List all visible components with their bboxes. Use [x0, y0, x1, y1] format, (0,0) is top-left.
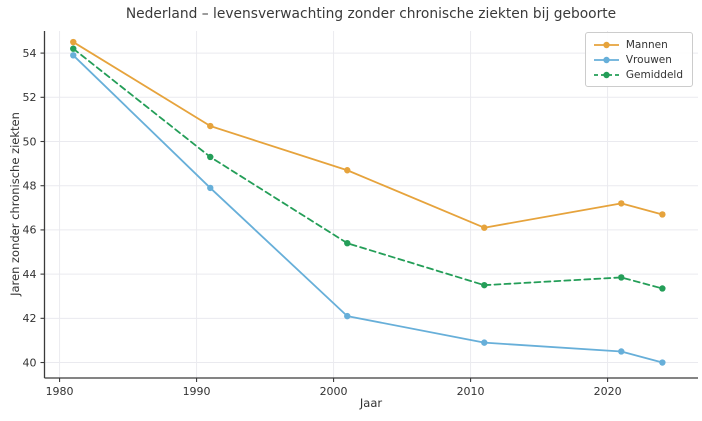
data-point-gemiddeld — [481, 281, 488, 289]
y-tick-label: 40 — [23, 356, 37, 369]
series-line-vrouwen — [72, 54, 664, 364]
legend: Mannen Vrouwen Gemiddeld — [584, 32, 693, 87]
legend-marker-mannen-icon — [593, 41, 619, 48]
legend-dot-mannen — [603, 41, 610, 48]
x-tick-label: 2010 — [457, 385, 485, 398]
x-tick-label: 1980 — [46, 385, 74, 398]
legend-item-vrouwen: Vrouwen — [593, 52, 683, 67]
x-axis-label: Jaar — [359, 396, 383, 410]
data-point-mannen — [659, 211, 666, 218]
x-tick-label: 1990 — [183, 385, 211, 398]
legend-dot-gemiddeld — [603, 71, 610, 78]
legend-marker-vrouwen-icon — [593, 56, 619, 63]
legend-label: Gemiddeld — [625, 68, 683, 81]
legend-label: Vrouwen — [625, 53, 672, 66]
data-point-gemiddeld — [659, 285, 666, 292]
legend-marker-gemiddeld-icon — [593, 71, 619, 78]
data-point-gemiddeld — [344, 239, 351, 247]
legend-item-mannen: Mannen — [593, 37, 683, 52]
series-line-mannen — [72, 41, 664, 229]
x-tick-label: 2020 — [594, 385, 622, 398]
data-point-vrouwen — [618, 348, 625, 355]
data-point-mannen — [344, 167, 351, 174]
data-point-gemiddeld — [207, 153, 214, 161]
x-tick-label: 2000 — [320, 385, 348, 398]
data-point-mannen — [207, 122, 214, 130]
series-line-gemiddeld — [72, 47, 664, 290]
legend-label: Mannen — [625, 38, 668, 51]
data-point-gemiddeld — [618, 274, 625, 281]
y-tick-label: 48 — [23, 180, 37, 193]
y-tick-label: 46 — [23, 224, 37, 237]
data-point-vrouwen — [207, 184, 214, 192]
data-point-mannen — [70, 38, 77, 46]
data-point-mannen — [618, 200, 625, 207]
y-tick-label: 50 — [23, 135, 37, 148]
data-point-gemiddeld — [70, 45, 77, 52]
y-tick-label: 42 — [23, 312, 37, 325]
data-point-mannen — [481, 224, 488, 231]
data-point-vrouwen — [659, 359, 666, 366]
data-point-vrouwen — [344, 312, 351, 320]
chart-title: Nederland – levensverwachting zonder chr… — [125, 6, 617, 22]
data-point-vrouwen — [481, 339, 488, 346]
legend-dot-vrouwen — [603, 56, 610, 63]
data-point-vrouwen — [70, 52, 77, 59]
y-tick-label: 44 — [23, 268, 37, 281]
legend-item-gemiddeld: Gemiddeld — [593, 67, 683, 82]
y-tick-label: 54 — [23, 47, 37, 60]
y-tick-label: 52 — [23, 91, 37, 104]
